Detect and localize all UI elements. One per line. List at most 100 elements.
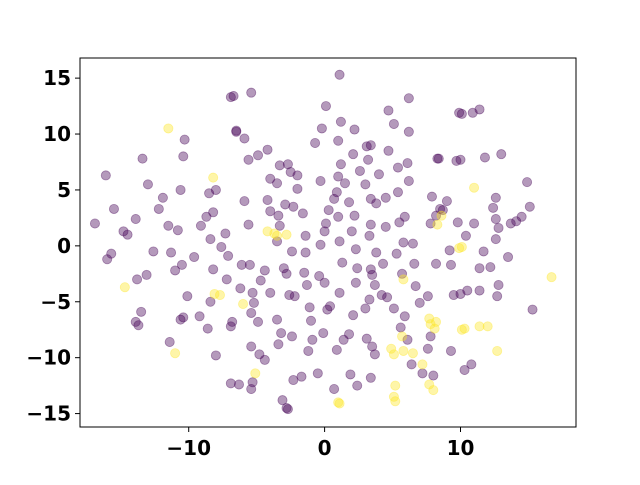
purple-point bbox=[282, 404, 293, 415]
purple-point bbox=[466, 359, 477, 370]
purple-point bbox=[221, 274, 232, 285]
purple-point bbox=[178, 151, 189, 162]
purple-point bbox=[208, 207, 219, 218]
purple-point bbox=[89, 218, 100, 229]
purple-point bbox=[361, 333, 372, 344]
purple-point bbox=[348, 149, 359, 160]
purple-point bbox=[100, 170, 111, 181]
purple-point bbox=[422, 291, 433, 302]
yellow-point bbox=[432, 219, 443, 230]
purple-point bbox=[462, 285, 473, 296]
yellow-point bbox=[386, 343, 397, 354]
yellow-point bbox=[334, 398, 345, 409]
purple-point bbox=[208, 264, 219, 275]
purple-point bbox=[402, 334, 413, 345]
purple-point bbox=[265, 287, 276, 298]
purple-point bbox=[288, 201, 299, 212]
purple-point bbox=[454, 107, 465, 118]
purple-point bbox=[392, 187, 403, 198]
purple-point bbox=[474, 285, 485, 296]
yellow-point bbox=[170, 348, 181, 359]
purple-point bbox=[364, 294, 375, 305]
purple-point bbox=[360, 303, 371, 314]
purple-point bbox=[339, 178, 350, 189]
purple-point bbox=[432, 153, 443, 164]
purple-point bbox=[485, 262, 496, 273]
purple-point bbox=[474, 104, 485, 115]
purple-point bbox=[262, 195, 273, 206]
purple-point bbox=[285, 167, 296, 178]
yellow-point bbox=[390, 396, 401, 407]
y-tick-label: −5 bbox=[40, 290, 71, 314]
purple-point bbox=[522, 177, 533, 188]
purple-point bbox=[133, 320, 144, 331]
purple-point bbox=[329, 193, 340, 204]
y-axis: −15 −10 −5 0 5 10 15 bbox=[26, 66, 80, 426]
purple-point bbox=[433, 153, 444, 164]
purple-point bbox=[170, 265, 181, 276]
x-tick-label: 10 bbox=[447, 436, 475, 460]
purple-point bbox=[281, 402, 292, 413]
purple-point bbox=[511, 216, 522, 227]
purple-point bbox=[455, 154, 466, 165]
purple-point bbox=[352, 263, 363, 274]
y-tick-label: 10 bbox=[43, 122, 71, 146]
purple-point bbox=[422, 343, 433, 354]
purple-point bbox=[175, 184, 186, 195]
purple-point bbox=[369, 349, 380, 360]
purple-point bbox=[320, 101, 331, 112]
purple-point bbox=[178, 312, 189, 323]
purple-point bbox=[474, 263, 485, 274]
purple-point bbox=[227, 316, 238, 327]
purple-point bbox=[369, 279, 380, 290]
purple-point bbox=[479, 152, 490, 163]
yellow-point bbox=[272, 230, 283, 241]
purple-point bbox=[455, 288, 466, 299]
purple-point bbox=[280, 199, 291, 210]
purple-point bbox=[223, 250, 234, 261]
purple-point bbox=[297, 208, 308, 219]
yellow-point bbox=[492, 345, 503, 356]
purple-point bbox=[395, 322, 406, 333]
purple-point bbox=[136, 306, 147, 317]
purple-point bbox=[488, 202, 499, 213]
purple-point bbox=[403, 93, 414, 104]
purple-point bbox=[333, 171, 344, 182]
purple-point bbox=[281, 268, 292, 279]
purple-point bbox=[277, 395, 288, 406]
purple-point bbox=[334, 69, 345, 80]
purple-point bbox=[265, 173, 276, 184]
purple-point bbox=[253, 316, 264, 327]
y-tick-label: 15 bbox=[43, 66, 71, 90]
purple-point bbox=[102, 254, 113, 265]
purple-point bbox=[262, 144, 273, 155]
purple-point bbox=[137, 153, 148, 164]
purple-point bbox=[246, 87, 257, 98]
purple-point bbox=[382, 292, 393, 303]
y-tick-label: −15 bbox=[26, 402, 71, 426]
purple-point bbox=[437, 205, 448, 216]
purple-point bbox=[304, 302, 315, 313]
yellow-point bbox=[425, 319, 436, 330]
yellow-point bbox=[546, 272, 557, 283]
purple-point bbox=[318, 328, 329, 339]
purple-point bbox=[118, 226, 129, 237]
purple-point bbox=[348, 310, 359, 321]
yellow-point bbox=[482, 321, 493, 332]
purple-point bbox=[259, 265, 270, 276]
purple-point bbox=[503, 252, 514, 263]
purple-point bbox=[403, 126, 414, 137]
purple-point bbox=[172, 225, 183, 236]
x-tick-label: 0 bbox=[318, 436, 332, 460]
yellow-point bbox=[388, 391, 399, 402]
purple-point bbox=[225, 92, 236, 103]
purple-point bbox=[373, 169, 384, 180]
purple-point bbox=[310, 137, 321, 148]
purple-point bbox=[431, 210, 442, 221]
yellow-point bbox=[407, 348, 418, 359]
purple-point bbox=[378, 258, 389, 269]
purple-point bbox=[315, 239, 326, 250]
purple-point bbox=[233, 379, 244, 390]
purple-point bbox=[406, 359, 417, 370]
